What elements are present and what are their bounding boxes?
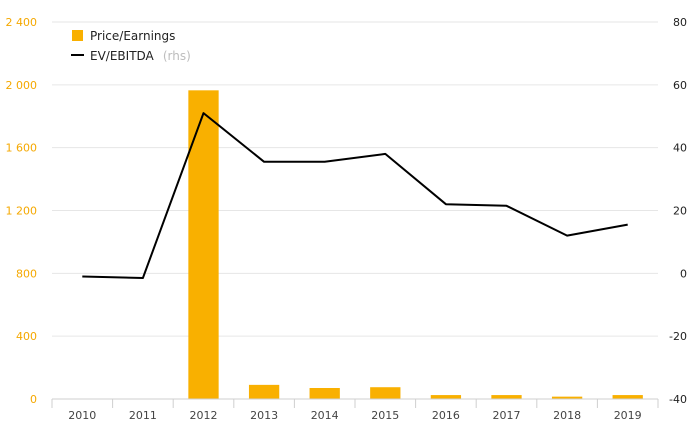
y-left-tick-label: 0	[30, 393, 37, 406]
y-left-tick-label: 1 200	[6, 205, 38, 218]
y-right-tick-label: 20	[673, 205, 687, 218]
y-left-tick-label: 400	[16, 330, 37, 343]
bar-price-earnings	[188, 90, 219, 400]
legend-label-ev-ebitda: EV/EBITDA (rhs)	[90, 45, 191, 64]
bar-price-earnings	[370, 387, 401, 399]
x-tick-label: 2019	[614, 409, 642, 422]
y-right-tick-label: -40	[669, 393, 687, 406]
y-left-tick-label: 2 000	[6, 79, 38, 92]
y-right-tick-label: 0	[680, 267, 687, 280]
x-tick-label: 2013	[250, 409, 278, 422]
gridlines	[52, 21, 658, 337]
bar-price-earnings	[551, 396, 583, 399]
x-tick-label: 2015	[371, 409, 399, 422]
axes: 0 400 800 1 200 1 600 2 000 2 400 -40 -20 0 20 40 60…	[6, 16, 688, 422]
x-tick-label: 2016	[432, 409, 460, 422]
y-right-tick-label: 60	[673, 79, 687, 92]
bar-price-earnings	[491, 395, 522, 399]
y-right-tick-label: -20	[669, 330, 687, 343]
ev-ebitda-line-layer	[82, 112, 628, 279]
x-tick-label: 2018	[553, 409, 581, 422]
bar-price-earnings	[430, 395, 462, 399]
bar-price-earnings	[612, 395, 643, 399]
price-earnings-bars	[188, 90, 643, 400]
legend-marker-price-earnings	[72, 30, 83, 41]
y-left-tick-label: 800	[16, 267, 37, 280]
y-left-tick-label: 1 600	[6, 142, 38, 155]
x-tick-label: 2012	[190, 409, 218, 422]
y-left-tick-label: 2 400	[6, 16, 38, 29]
ev-ebitda-line	[82, 112, 628, 279]
legend-label-price-earnings: Price/Earnings	[90, 29, 175, 43]
legend-label-ev-ebitda-name: EV/EBITDA	[90, 49, 155, 63]
x-tick-label: 2011	[129, 409, 157, 422]
x-tick-label: 2010	[68, 409, 96, 422]
y-right-tick-label: 40	[673, 142, 687, 155]
legend-label-ev-ebitda-suffix: (rhs)	[163, 49, 191, 63]
x-tick-label: 2014	[311, 409, 339, 422]
x-tick-label: 2017	[493, 409, 521, 422]
legend: Price/Earnings EV/EBITDA (rhs)	[71, 29, 191, 64]
bar-price-earnings	[248, 384, 280, 399]
y-right-tick-label: 80	[673, 16, 687, 29]
bar-price-earnings	[309, 388, 340, 399]
